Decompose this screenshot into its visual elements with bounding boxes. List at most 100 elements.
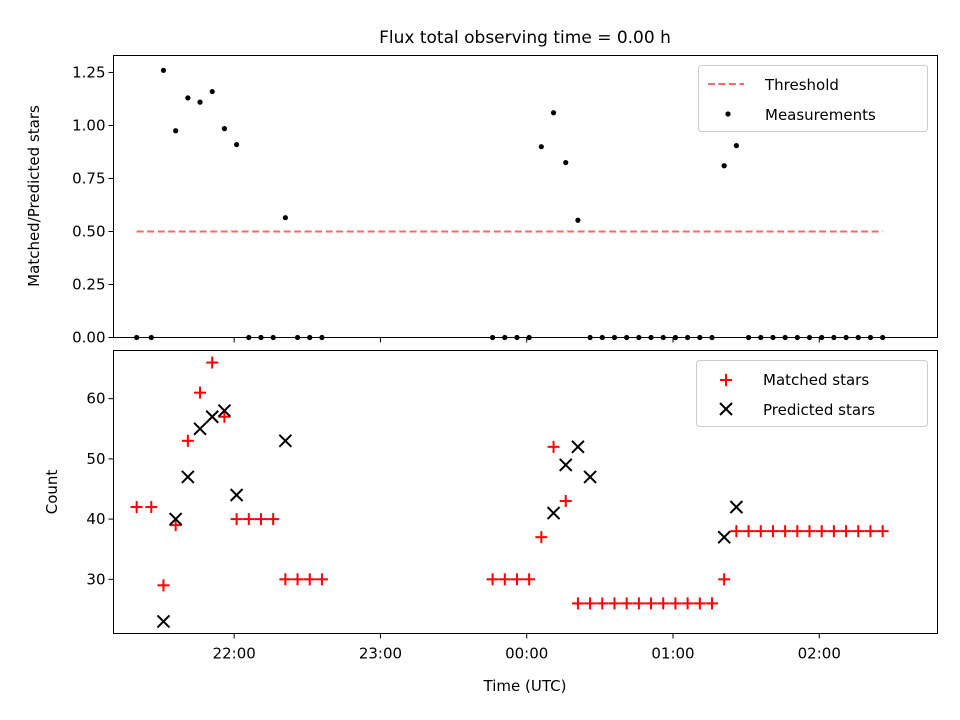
matched-star-point — [693, 597, 706, 610]
predicted-star-point — [729, 500, 744, 514]
measurement-point — [550, 110, 557, 116]
x-tick-label: 23:00 — [359, 645, 402, 663]
x-axis-label: Time (UTC) — [483, 677, 567, 695]
matched-star-point — [876, 525, 889, 538]
top-axes-frame — [113, 55, 938, 338]
measurement-point — [197, 99, 203, 105]
top-y-tick-label: 1.25 — [72, 63, 105, 81]
matched-star-point — [730, 525, 743, 538]
top-y-tick-label: 1.00 — [72, 116, 105, 134]
matched-star-point — [559, 495, 572, 508]
bottom-y-tick-label: 30 — [86, 570, 105, 588]
matched-star-point — [657, 597, 670, 610]
matched-star-point — [315, 573, 328, 586]
legend-matched-label: Matched stars — [763, 371, 869, 389]
predicted-star-point — [168, 512, 183, 526]
measurement-point — [221, 126, 228, 132]
predicted-star-point — [278, 434, 293, 448]
measurement-point — [173, 128, 179, 134]
bottom-axes-frame — [113, 350, 938, 634]
x-tick-label: 01:00 — [651, 645, 694, 663]
matched-star-point — [840, 525, 853, 538]
top-plot-area — [134, 67, 886, 341]
matched-star-point — [486, 573, 499, 586]
bottom-y-tick-label: 50 — [86, 450, 105, 468]
chart-title: Flux total observing time = 0.00 h — [379, 28, 671, 48]
matched-star-point — [742, 525, 755, 538]
predicted-star-point — [156, 614, 171, 629]
predicted-star-point — [181, 470, 195, 484]
matched-star-point — [194, 386, 207, 399]
matched-star-point — [267, 513, 280, 526]
legend-measurements-swatch — [725, 111, 731, 117]
matched-star-point — [181, 434, 194, 447]
matched-star-point — [815, 525, 828, 538]
measurement-point — [538, 144, 544, 150]
matched-star-point — [754, 525, 767, 538]
top-y-ticks: 0.00 0.25 0.50 0.75 1.00 1.25 — [72, 63, 114, 347]
matched-star-point — [242, 513, 255, 526]
matched-star-point — [620, 597, 633, 610]
matched-star-point — [718, 573, 731, 586]
top-y-tick-label: 0.00 — [72, 329, 105, 347]
matched-star-point — [571, 597, 584, 610]
bottom-legend: Matched stars Predicted stars — [696, 360, 928, 427]
matched-star-point — [279, 573, 292, 586]
bottom-y-ticks: 30 40 50 60 — [86, 390, 114, 588]
matched-star-point — [803, 525, 816, 538]
bottom-axes: 30 40 50 60 22:00 23:00 00:00 01:00 02:00 Count… — [43, 350, 938, 695]
predicted-star-point — [229, 488, 244, 502]
legend-measurements-label: Measurements — [765, 106, 876, 124]
matched-star-point — [157, 579, 170, 592]
matched-star-point — [218, 410, 231, 423]
legend-predicted-swatch — [719, 402, 733, 416]
x-tick-label: 22:00 — [213, 645, 256, 663]
measurement-point — [209, 88, 215, 95]
matched-star-point — [254, 513, 267, 526]
matched-star-point — [535, 531, 548, 544]
matched-star-point — [523, 573, 536, 586]
bottom-y-tick-label: 60 — [86, 390, 105, 408]
matched-star-point — [303, 573, 316, 586]
matched-star-point — [230, 513, 243, 526]
x-tick-label: 02:00 — [798, 645, 841, 663]
matched-star-point — [645, 597, 658, 610]
predicted-star-point — [546, 506, 561, 520]
measurement-point — [721, 163, 727, 169]
predicted-star-point — [217, 404, 232, 418]
legend-predicted-label: Predicted stars — [763, 401, 875, 419]
matched-star-point — [632, 597, 645, 610]
bottom-y-axis-label: Count — [43, 470, 61, 515]
matched-star-point — [608, 597, 621, 610]
predicted-star-point — [717, 530, 731, 544]
matched-star-point — [206, 356, 219, 369]
matched-star-point — [852, 525, 865, 538]
matched-star-point — [547, 440, 560, 453]
matched-star-point — [779, 525, 792, 538]
top-y-tick-label: 0.25 — [72, 275, 105, 293]
matched-star-point — [498, 573, 511, 586]
top-y-tick-label: 0.75 — [72, 169, 105, 187]
predicted-star-point — [205, 410, 219, 424]
predicted-star-point — [583, 470, 597, 484]
matched-star-point — [169, 519, 182, 532]
predicted-star-point — [559, 458, 573, 472]
measurement-point — [160, 67, 167, 73]
matched-star-point — [766, 525, 779, 538]
top-x-ticks — [233, 337, 820, 343]
matched-star-point — [584, 597, 597, 610]
bottom-y-tick-label: 40 — [86, 510, 105, 528]
bottom-legend-box — [696, 360, 928, 427]
matched-star-point — [291, 573, 304, 586]
matched-star-point — [705, 597, 718, 610]
measurement-point — [563, 159, 569, 166]
x-tick-label: 00:00 — [505, 645, 548, 663]
top-axes: 0.00 0.25 0.50 0.75 1.00 1.25 Matched/Predict… — [25, 55, 938, 347]
top-legend-box — [698, 65, 928, 132]
matched-star-point — [510, 573, 523, 586]
measurement-point — [575, 217, 581, 223]
top-legend: Threshold Measurements — [698, 65, 928, 132]
bottom-x-ticks: 22:00 23:00 00:00 01:00 02:00 — [213, 633, 841, 663]
matched-star-point — [596, 597, 609, 610]
measurement-point — [185, 95, 191, 101]
